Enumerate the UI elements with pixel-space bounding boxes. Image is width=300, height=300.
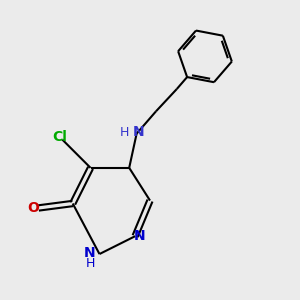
Text: N: N <box>84 245 96 260</box>
Text: N: N <box>132 125 144 139</box>
Text: H: H <box>85 257 94 270</box>
Text: H: H <box>119 126 129 139</box>
Text: N: N <box>134 229 146 243</box>
Text: O: O <box>27 201 39 215</box>
Text: Cl: Cl <box>52 130 67 144</box>
